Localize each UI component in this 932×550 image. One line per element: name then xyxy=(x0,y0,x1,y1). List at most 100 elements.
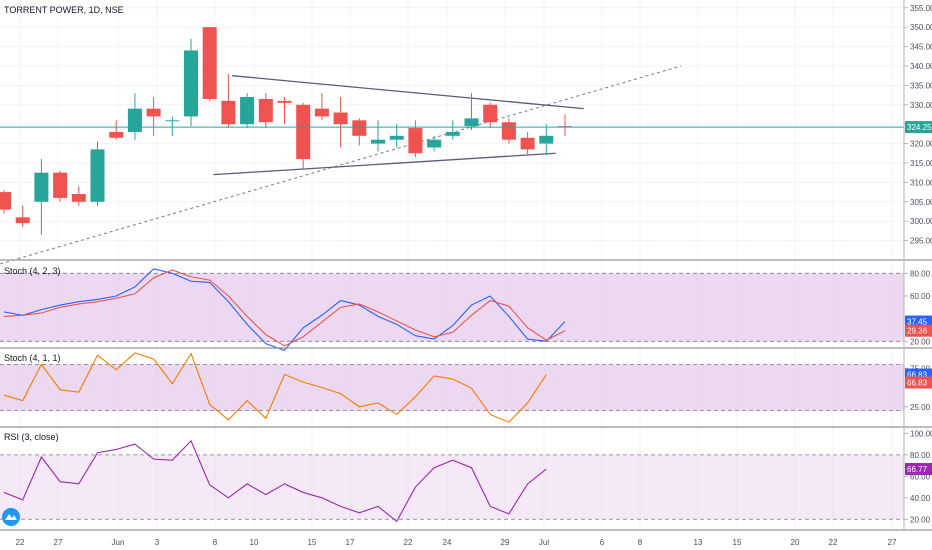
candle-body[interactable] xyxy=(520,137,535,150)
candle-body[interactable] xyxy=(15,217,30,224)
dashed-trendline[interactable] xyxy=(0,65,682,265)
candle-body[interactable] xyxy=(314,108,329,117)
time-tick-label: 27 xyxy=(54,538,63,547)
candle[interactable] xyxy=(445,120,460,140)
candle[interactable] xyxy=(127,93,142,140)
candle[interactable] xyxy=(146,97,161,136)
candles[interactable] xyxy=(0,27,572,235)
candle[interactable] xyxy=(240,93,255,129)
time-axis[interactable]: 22 27 Jun 3 8 10 15 17 22 24 29 Jul 6 8 13 15 20 22 27 xyxy=(16,538,897,547)
candle[interactable] xyxy=(277,97,292,125)
candle-body[interactable] xyxy=(109,131,124,138)
stoch-fast-title: Stoch (4, 1, 1) xyxy=(4,353,61,363)
candle[interactable] xyxy=(296,102,311,169)
candle-body[interactable] xyxy=(0,192,11,210)
indicator-value-label: 66.77 xyxy=(907,465,928,474)
rsi-title: RSI (3, close) xyxy=(4,432,59,442)
price-tick-label: 330.00 xyxy=(910,101,932,110)
candle-body[interactable] xyxy=(501,122,516,140)
candle-body[interactable] xyxy=(221,100,236,125)
price-tick-label: 315.00 xyxy=(910,159,932,168)
trendline[interactable] xyxy=(213,152,556,176)
candle-body[interactable] xyxy=(352,120,367,136)
candle-body[interactable] xyxy=(427,139,442,148)
candle-body[interactable] xyxy=(258,98,273,123)
rsi-line[interactable] xyxy=(3,439,547,523)
candle[interactable] xyxy=(0,190,11,214)
candle-body[interactable] xyxy=(165,120,180,122)
candle-body[interactable] xyxy=(34,172,49,202)
candle-body[interactable] xyxy=(371,139,385,144)
stoch-fast-line[interactable] xyxy=(3,352,547,423)
chart-title: TORRENT POWER, 1D, NSE xyxy=(4,5,124,15)
candle-body[interactable] xyxy=(240,97,255,125)
candle[interactable] xyxy=(501,118,516,144)
candle[interactable] xyxy=(371,120,385,152)
time-tick-label: 17 xyxy=(346,538,355,547)
candle-body[interactable] xyxy=(483,104,498,123)
price-axis[interactable]: 355.00350.00345.00340.00335.00330.00325.… xyxy=(904,4,932,525)
indicator-value-badge xyxy=(905,324,932,337)
rsi-pane[interactable] xyxy=(0,439,904,523)
indicator-tick-label: 60.00 xyxy=(910,472,931,481)
candle[interactable] xyxy=(314,93,329,121)
time-tick-label: Jul xyxy=(539,538,549,547)
time-tick-label: 15 xyxy=(733,538,742,547)
stoch-k-line[interactable] xyxy=(3,268,566,352)
time-tick-label: 29 xyxy=(501,538,510,547)
candle[interactable] xyxy=(333,97,348,148)
candle-body[interactable] xyxy=(202,27,217,99)
candle[interactable] xyxy=(53,170,68,202)
time-tick-label: 8 xyxy=(213,538,218,547)
candle[interactable] xyxy=(202,27,217,101)
candle[interactable] xyxy=(483,102,498,129)
candle-body[interactable] xyxy=(333,112,348,125)
indicator-tick-label: 20.00 xyxy=(910,515,931,524)
time-tick-label: 22 xyxy=(16,538,25,547)
candle[interactable] xyxy=(389,124,404,148)
candle[interactable] xyxy=(15,205,30,228)
candle-body[interactable] xyxy=(408,128,423,154)
candle-body[interactable] xyxy=(445,131,460,136)
candle[interactable] xyxy=(558,114,572,136)
candle-body[interactable] xyxy=(146,108,161,117)
last-price-badge xyxy=(905,121,932,134)
candle[interactable] xyxy=(539,124,554,156)
candle-body[interactable] xyxy=(127,108,142,132)
trend-drawings[interactable] xyxy=(0,65,682,265)
stoch-d-line[interactable] xyxy=(3,269,566,347)
candle-body[interactable] xyxy=(389,135,404,140)
indicator-value-badge xyxy=(905,463,932,476)
candle-body[interactable] xyxy=(539,135,554,144)
last-price-label: 324.25 xyxy=(907,123,932,132)
candle-body[interactable] xyxy=(184,50,198,117)
candle[interactable] xyxy=(352,118,367,146)
candle[interactable] xyxy=(90,141,105,206)
candle-body[interactable] xyxy=(53,172,68,198)
candle[interactable] xyxy=(34,159,49,235)
time-tick-label: 15 xyxy=(308,538,317,547)
trendline[interactable] xyxy=(232,75,584,110)
candle[interactable] xyxy=(221,73,236,129)
time-tick-label: 20 xyxy=(791,538,800,547)
candle[interactable] xyxy=(184,38,198,127)
candle-body[interactable] xyxy=(90,149,105,202)
stoch-slow-pane[interactable] xyxy=(0,268,904,352)
price-pane[interactable] xyxy=(0,27,904,265)
candle[interactable] xyxy=(258,93,273,129)
indicator-value-label: 29.36 xyxy=(907,327,928,336)
time-tick-label: 8 xyxy=(638,538,643,547)
candle[interactable] xyxy=(427,135,442,152)
candle[interactable] xyxy=(408,120,423,158)
candle[interactable] xyxy=(165,116,180,136)
stoch-fast-pane[interactable] xyxy=(0,352,904,423)
candle[interactable] xyxy=(109,120,124,140)
candle[interactable] xyxy=(464,93,479,130)
candle-body[interactable] xyxy=(71,194,86,202)
candle[interactable] xyxy=(71,186,86,206)
candle-body[interactable] xyxy=(277,100,292,103)
candle[interactable] xyxy=(520,131,535,156)
candle-body[interactable] xyxy=(296,104,311,160)
candle-body[interactable] xyxy=(464,118,479,127)
